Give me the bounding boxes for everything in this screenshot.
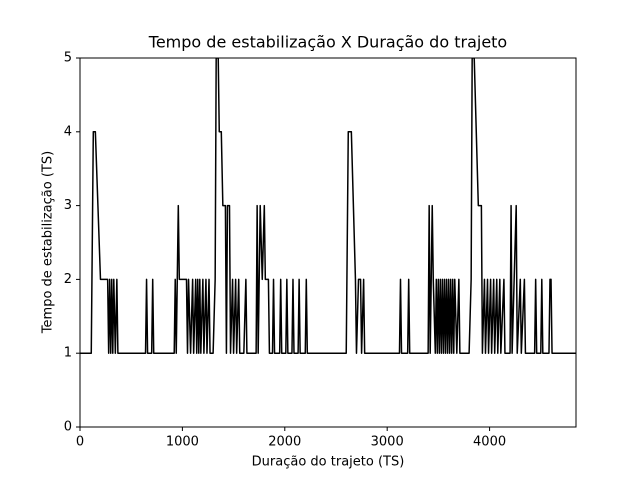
y-tick-label: 0 bbox=[64, 420, 72, 435]
chart-title: Tempo de estabilização X Duração do traj… bbox=[148, 33, 507, 52]
y-tick-label: 5 bbox=[64, 51, 72, 66]
y-tick-label: 3 bbox=[64, 198, 72, 213]
data-line bbox=[80, 58, 576, 354]
y-axis-label: Tempo de estabilização (TS) bbox=[41, 151, 56, 334]
x-tick-label: 0 bbox=[76, 435, 84, 450]
x-tick-label: 3000 bbox=[371, 435, 404, 450]
x-tick-label: 2000 bbox=[268, 435, 301, 450]
y-tick-label: 4 bbox=[64, 124, 72, 139]
y-tick-label: 1 bbox=[64, 346, 72, 361]
plot-frame bbox=[79, 57, 577, 428]
x-tick-label: 1000 bbox=[166, 435, 199, 450]
x-axis-label: Duração do trajeto (TS) bbox=[252, 455, 405, 470]
y-tick-label: 2 bbox=[64, 272, 72, 287]
x-tick-label: 4000 bbox=[473, 435, 506, 450]
